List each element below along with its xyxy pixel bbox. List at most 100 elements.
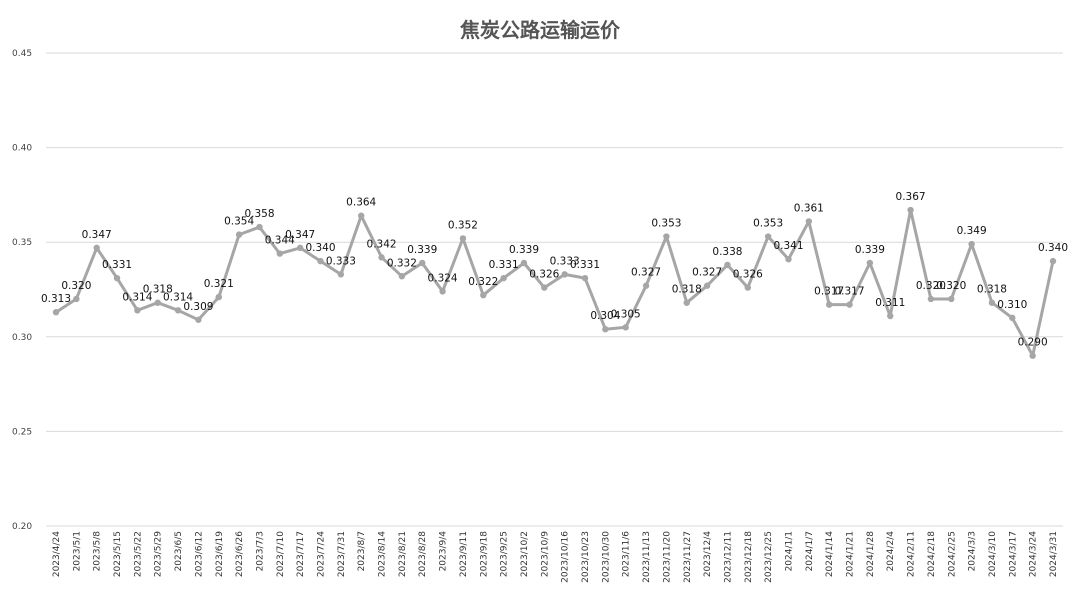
data-point — [215, 293, 222, 301]
data-point — [276, 250, 284, 257]
x-tick-label: 2023/11/20 — [662, 531, 672, 583]
data-point — [73, 295, 80, 303]
x-tick-label: 2023/10/2 — [520, 531, 530, 577]
data-point — [744, 284, 751, 291]
x-tick-label: 2023/10/23 — [581, 531, 591, 583]
data-label: 0.340 — [1038, 242, 1068, 254]
y-tick-label: 0.45 — [12, 49, 32, 59]
data-point — [825, 301, 833, 308]
data-point — [113, 274, 121, 282]
data-label: 0.314 — [122, 291, 152, 303]
data-point — [174, 307, 182, 314]
data-point — [398, 273, 406, 280]
data-label: 0.320 — [936, 280, 966, 292]
chart-title: 焦炭公路运输运价 — [460, 18, 620, 42]
data-point — [296, 244, 304, 252]
data-point — [480, 291, 487, 299]
data-label: 0.290 — [1018, 337, 1048, 349]
data-label: 0.358 — [244, 208, 274, 220]
data-point — [948, 295, 955, 303]
x-tick-label: 2023/12/25 — [764, 531, 774, 583]
x-tick-label: 2023/12/11 — [723, 531, 733, 583]
x-tick-label: 2023/8/21 — [398, 531, 408, 577]
x-tick-label: 2023/5/8 — [93, 531, 103, 572]
data-label: 0.311 — [875, 297, 905, 309]
x-tick-label: 2024/3/31 — [1049, 531, 1059, 577]
x-tick-label: 2023/7/24 — [317, 531, 327, 577]
y-tick-label: 0.35 — [12, 238, 32, 248]
data-label: 0.304 — [590, 310, 620, 322]
x-tick-label: 2024/1/21 — [846, 531, 856, 577]
x-tick-label: 2023/11/6 — [622, 531, 632, 577]
data-label: 0.305 — [611, 308, 641, 320]
data-label: 0.340 — [305, 242, 335, 254]
data-point — [988, 299, 996, 306]
data-label: 0.347 — [285, 229, 315, 241]
data-point — [968, 240, 975, 248]
y-tick-label: 0.20 — [12, 522, 32, 532]
x-axis-ticks: 2023/4/24 2023/5/1 2023/5/8 2023/5/15 2023/5… — [52, 531, 1059, 583]
x-tick-label: 2023/4/24 — [52, 531, 62, 577]
data-point — [1009, 314, 1016, 322]
x-tick-label: 2023/9/18 — [479, 531, 489, 577]
data-point — [195, 316, 202, 323]
data-label: 0.320 — [916, 280, 946, 292]
data-label: 0.341 — [773, 240, 803, 252]
x-tick-label: 2023/10/9 — [540, 531, 550, 577]
series-line-layer — [54, 208, 1055, 358]
data-point — [317, 257, 324, 265]
data-point — [764, 233, 772, 240]
x-tick-label: 2023/8/28 — [418, 531, 428, 577]
x-tick-label: 2023/5/1 — [72, 531, 82, 571]
x-tick-label: 2023/7/3 — [255, 531, 265, 571]
data-label: 0.324 — [428, 272, 458, 284]
data-point — [459, 235, 467, 242]
x-tick-label: 2023/10/16 — [561, 531, 571, 583]
data-label: 0.321 — [204, 278, 234, 290]
data-point — [439, 288, 446, 295]
x-tick-label: 2024/3/3 — [968, 531, 978, 571]
x-tick-label: 2023/11/27 — [683, 531, 693, 583]
x-tick-label: 2023/7/17 — [296, 531, 306, 577]
data-label: 0.361 — [794, 202, 824, 214]
data-points-layer — [52, 206, 1057, 359]
x-tick-label: 2023/12/18 — [744, 531, 754, 583]
data-label: 0.339 — [407, 244, 437, 256]
x-tick-label: 2024/3/24 — [1029, 531, 1039, 577]
data-label: 0.331 — [570, 259, 600, 271]
data-point — [235, 231, 243, 238]
x-tick-label: 2024/1/28 — [866, 531, 876, 577]
data-point — [785, 256, 792, 263]
y-tick-label: 0.40 — [12, 144, 32, 154]
data-point — [663, 233, 670, 240]
data-label: 0.338 — [712, 246, 742, 258]
x-tick-label: 2023/9/4 — [439, 531, 449, 572]
grid-layer — [46, 52, 1063, 527]
data-label: 0.367 — [896, 191, 926, 203]
data-label: 0.344 — [265, 235, 295, 247]
data-point — [93, 244, 100, 252]
data-point — [805, 218, 813, 225]
data-point — [154, 299, 161, 306]
data-label: 0.333 — [326, 255, 356, 267]
data-point — [134, 307, 141, 314]
data-label: 0.327 — [631, 267, 661, 279]
data-label: 0.327 — [692, 267, 722, 279]
series-line — [54, 208, 1055, 358]
x-tick-label: 2023/12/4 — [703, 531, 713, 577]
data-label: 0.347 — [82, 229, 112, 241]
data-label: 0.353 — [651, 218, 681, 230]
x-tick-label: 2024/2/4 — [886, 531, 896, 572]
x-tick-label: 2023/5/15 — [113, 531, 123, 577]
data-label: 0.318 — [672, 284, 702, 296]
data-point — [52, 309, 60, 316]
data-point — [724, 261, 731, 269]
data-point — [256, 223, 263, 231]
data-point — [1029, 352, 1036, 359]
x-tick-label: 2023/9/25 — [500, 531, 510, 577]
data-label: 0.320 — [61, 280, 91, 292]
data-label: 0.332 — [387, 257, 417, 269]
data-point — [683, 299, 690, 306]
data-point — [1049, 257, 1057, 265]
data-label: 0.322 — [468, 276, 498, 288]
